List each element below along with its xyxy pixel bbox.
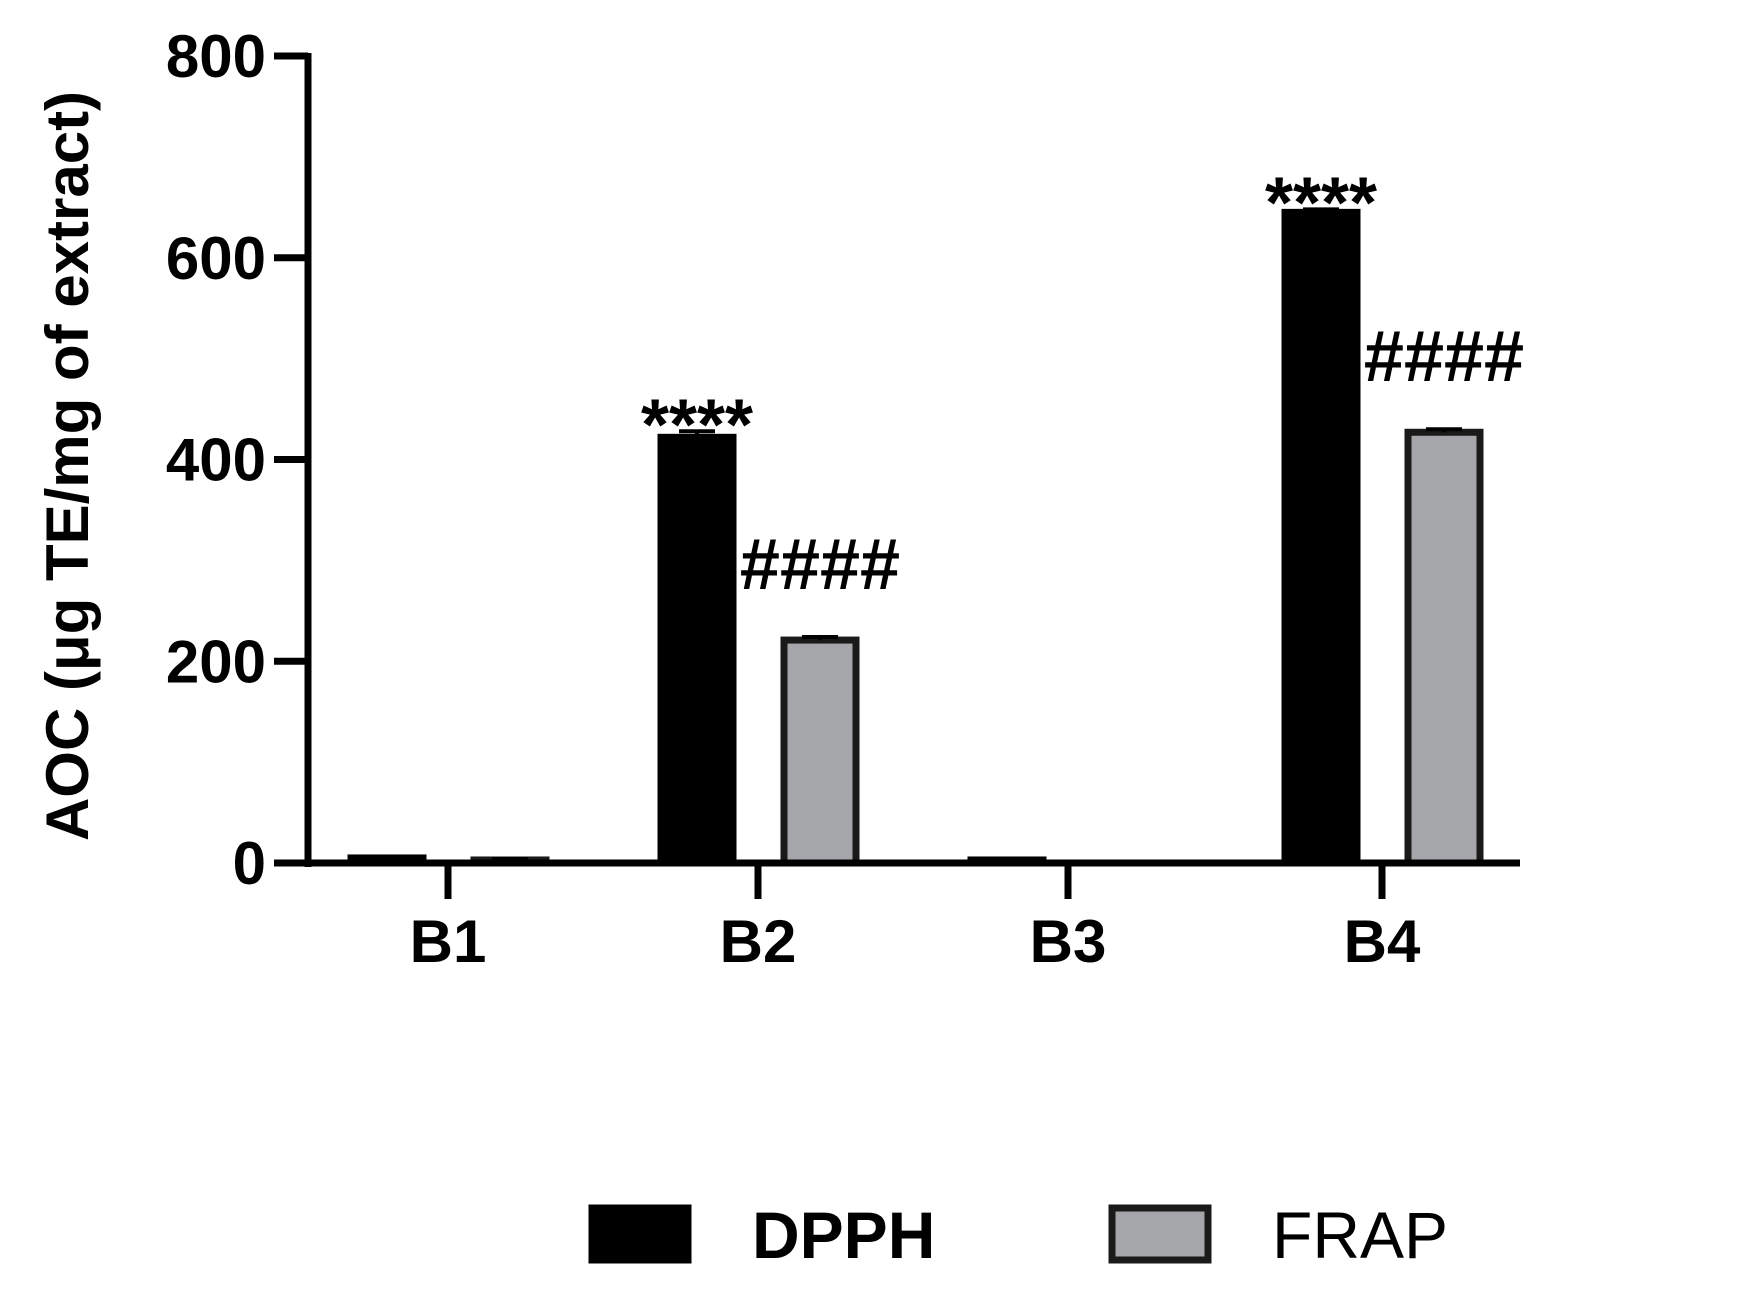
y-axis-title: AOC (μg TE/mg of extract) — [34, 91, 101, 841]
legend-swatch-dpph — [588, 1204, 692, 1264]
bar-b4-dpph — [1281, 208, 1361, 867]
legend: DPPH FRAP — [588, 1198, 1448, 1272]
significance-annotation-b2-dpph: **** — [641, 385, 753, 465]
y-tick-label-600: 600 — [166, 225, 266, 292]
legend-label-dpph: DPPH — [752, 1198, 935, 1272]
significance-annotation-b2-frap: #### — [740, 525, 900, 605]
legend-swatch-frap — [1108, 1204, 1212, 1264]
bar-b4-frap — [1404, 428, 1484, 867]
significance-annotation-b4-frap: #### — [1364, 317, 1524, 397]
x-tick-label-b3: B3 — [1030, 908, 1107, 975]
y-tick-label-200: 200 — [166, 628, 266, 695]
y-tick-label-800: 800 — [166, 23, 266, 90]
x-tick-label-b2: B2 — [720, 908, 797, 975]
bar-b2-dpph — [657, 433, 737, 867]
axes-group: 0 200 400 600 800 B1 B2 B3 B4 — [166, 23, 1520, 975]
bar-b2-frap — [780, 636, 860, 867]
significance-annotation-b4-dpph: **** — [1265, 163, 1377, 243]
bars-group: **** #### **** #### — [347, 163, 1524, 867]
y-tick-label-0: 0 — [233, 830, 266, 897]
x-tick-label-b4: B4 — [1344, 908, 1421, 975]
x-tick-label-b1: B1 — [410, 908, 487, 975]
y-tick-label-400: 400 — [166, 427, 266, 494]
legend-label-frap: FRAP — [1272, 1198, 1448, 1272]
